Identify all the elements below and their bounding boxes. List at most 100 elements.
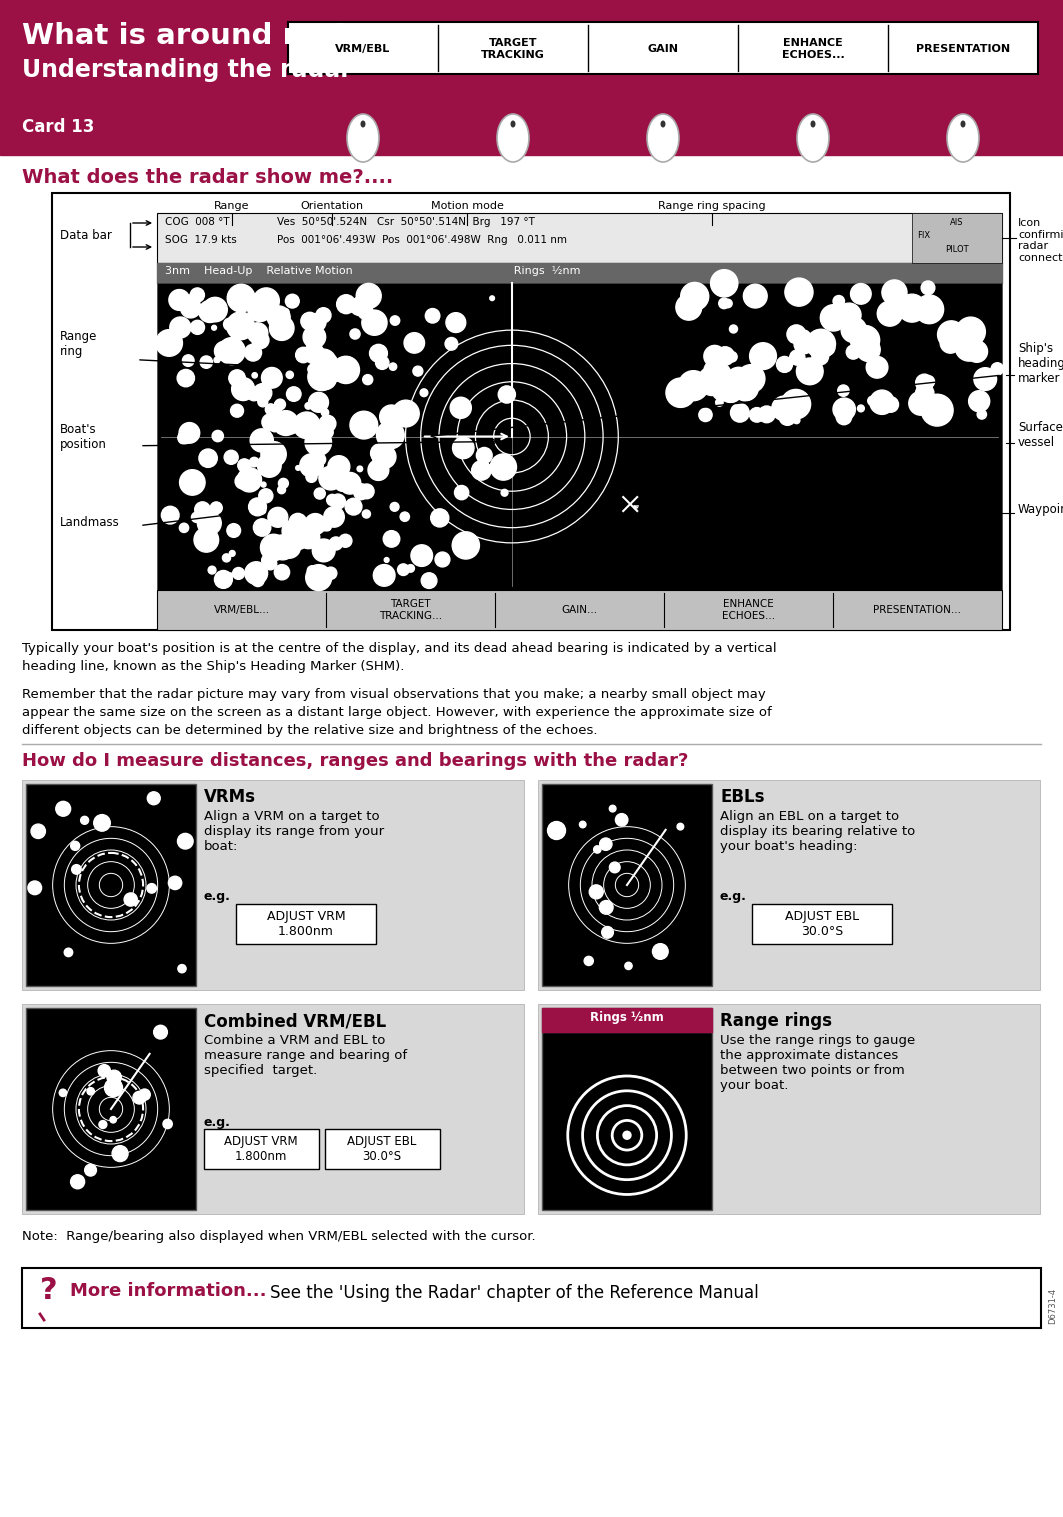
Circle shape [846,344,860,360]
Circle shape [183,355,195,367]
Circle shape [600,837,612,851]
Text: Align an EBL on a target to
display its bearing relative to
your boat's heading:: Align an EBL on a target to display its … [720,810,915,853]
Circle shape [178,965,186,972]
Circle shape [253,519,271,536]
Circle shape [227,284,255,313]
Circle shape [285,420,299,434]
Circle shape [870,390,894,414]
Text: ADJUST VRM
1.800nm: ADJUST VRM 1.800nm [224,1135,298,1164]
Circle shape [258,397,268,407]
Circle shape [305,402,311,410]
Circle shape [168,877,182,889]
Circle shape [28,881,41,895]
Circle shape [266,404,276,414]
Circle shape [98,1065,111,1077]
Circle shape [490,296,494,300]
Circle shape [178,431,191,444]
Ellipse shape [497,114,529,162]
Circle shape [327,355,337,366]
Text: Waypoint: Waypoint [1018,502,1063,516]
Circle shape [719,299,729,308]
Bar [542,1007,712,1032]
Circle shape [233,567,244,579]
Circle shape [139,1089,150,1100]
Circle shape [195,528,219,552]
Text: Understanding the radar: Understanding the radar [22,58,352,82]
Circle shape [758,407,775,423]
Ellipse shape [797,114,829,162]
Circle shape [593,846,601,853]
Circle shape [833,397,856,420]
Circle shape [966,341,988,363]
Circle shape [704,346,726,367]
Circle shape [330,537,342,551]
Text: Range: Range [215,200,250,211]
Circle shape [776,356,793,372]
Circle shape [882,281,907,305]
Circle shape [250,429,273,452]
Circle shape [974,367,997,390]
Text: ENHANCE
ECHOES...: ENHANCE ECHOES... [781,38,844,59]
Circle shape [305,514,325,534]
Text: heading line, known as the Ship's Heading Marker (SHM).: heading line, known as the Ship's Headin… [22,660,404,674]
Circle shape [180,523,188,532]
Circle shape [379,405,403,429]
Circle shape [850,326,880,355]
Circle shape [214,356,220,363]
Circle shape [837,410,851,425]
Circle shape [368,460,389,481]
Text: Range rings: Range rings [720,1012,832,1030]
Circle shape [857,338,880,361]
Circle shape [719,379,743,402]
Circle shape [307,566,317,575]
Circle shape [55,801,70,816]
Circle shape [248,323,268,343]
Circle shape [269,316,294,340]
Circle shape [411,545,433,566]
Circle shape [940,332,961,353]
Circle shape [107,1069,121,1085]
Circle shape [362,375,373,385]
Circle shape [357,466,362,472]
Circle shape [268,457,272,461]
Text: e.g.: e.g. [204,1117,231,1129]
Circle shape [315,488,325,499]
Ellipse shape [947,114,979,162]
Text: GAIN: GAIN [647,44,678,55]
Circle shape [980,370,992,382]
Circle shape [677,824,684,830]
Circle shape [339,534,352,548]
Circle shape [715,347,735,366]
Circle shape [289,513,306,531]
Circle shape [854,335,860,343]
Text: COG  008 °T: COG 008 °T [165,217,230,228]
Circle shape [392,400,419,426]
Circle shape [292,536,306,549]
Circle shape [222,554,231,561]
Circle shape [501,490,508,496]
Circle shape [85,1164,97,1176]
Circle shape [147,883,156,894]
Circle shape [303,326,325,349]
Text: Landmass: Landmass [60,516,120,529]
Text: FIX: FIX [917,231,930,240]
Circle shape [938,320,965,349]
Circle shape [358,303,373,319]
Circle shape [253,302,271,320]
Bar [157,212,1002,262]
Circle shape [431,508,449,526]
Circle shape [779,410,796,425]
Circle shape [169,290,189,311]
Circle shape [124,894,137,906]
Circle shape [270,422,280,432]
Circle shape [279,478,288,488]
Text: Combine a VRM and EBL to
measure range and bearing of
specified  target.: Combine a VRM and EBL to measure range a… [204,1035,407,1077]
Circle shape [182,431,190,438]
Circle shape [898,294,926,322]
Circle shape [248,297,272,322]
Circle shape [314,454,325,466]
Bar [538,780,1040,991]
Bar [538,1004,1040,1214]
Circle shape [277,428,282,434]
Circle shape [318,457,322,461]
